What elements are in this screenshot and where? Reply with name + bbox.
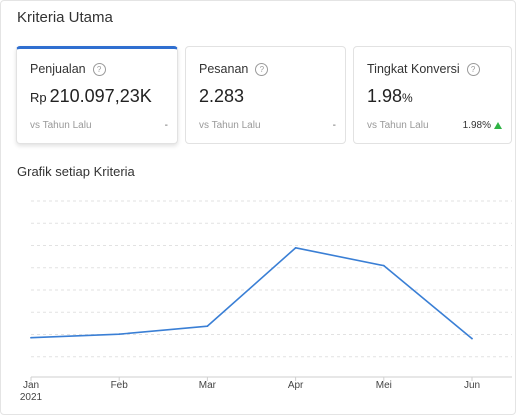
data-point (30, 336, 32, 339)
currency-prefix: Rp (30, 90, 47, 105)
card-value: 2.283 (199, 86, 244, 107)
card-compare-label: vs Tahun Lalu (30, 120, 92, 131)
percent-suffix: % (402, 91, 413, 105)
card-change: 1.98% (463, 120, 502, 131)
x-tick-label: Mar (199, 380, 217, 391)
x-tick-label: Jan (23, 380, 39, 391)
card-compare-label: vs Tahun Lalu (367, 120, 429, 131)
card-value: 1.98% (367, 86, 413, 107)
metric-card-sales[interactable]: Penjualan ? Rp 210.097,23K vs Tahun Lalu … (16, 46, 178, 144)
help-icon[interactable]: ? (92, 62, 106, 76)
chart-title: Grafik setiap Kriteria (17, 164, 135, 179)
data-point (382, 264, 385, 267)
card-label: Tingkat Konversi ? (367, 62, 480, 76)
help-icon[interactable]: ? (255, 62, 269, 76)
card-label: Pesanan ? (199, 62, 269, 76)
card-label-text: Pesanan (199, 62, 249, 76)
card-value: Rp 210.097,23K (30, 86, 152, 107)
x-year-label: 2021 (20, 392, 43, 403)
metric-card-orders[interactable]: Pesanan ? 2.283 vs Tahun Lalu - (185, 46, 346, 144)
metric-card-conversion[interactable]: Tingkat Konversi ? 1.98% vs Tahun Lalu 1… (353, 46, 512, 144)
x-tick-label: Jun (464, 380, 480, 391)
x-tick-label: Apr (288, 380, 304, 391)
help-icon[interactable]: ? (466, 62, 480, 76)
data-point (471, 337, 473, 340)
card-value-number: 1.98 (367, 86, 403, 106)
x-tick-label: Mei (376, 380, 392, 391)
card-label-text: Penjualan (30, 62, 86, 76)
card-change: - (164, 120, 168, 131)
x-tick-label: Feb (111, 380, 129, 391)
data-point (118, 333, 121, 336)
line-chart: Jan Feb Mar Apr Mei Jun 2021 (20, 200, 512, 403)
card-label: Penjualan ? (30, 62, 106, 76)
card-value-number: 2.283 (199, 86, 245, 106)
card-compare-label: vs Tahun Lalu (199, 120, 261, 131)
card-change: - (332, 120, 336, 131)
series-line (30, 247, 473, 340)
card-label-text: Tingkat Konversi (367, 62, 460, 76)
data-point (206, 325, 209, 328)
card-change-value: 1.98% (462, 120, 491, 131)
arrow-up-icon (494, 122, 502, 129)
card-value-number: 210.097,23K (49, 86, 152, 106)
data-point (294, 246, 297, 249)
section-title: Kriteria Utama (17, 9, 113, 26)
